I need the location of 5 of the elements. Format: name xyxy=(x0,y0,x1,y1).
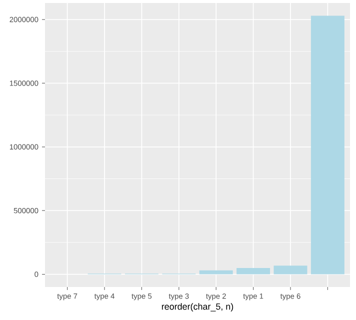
x-axis-title: reorder(char_5, n) xyxy=(162,303,234,312)
bar xyxy=(310,16,344,274)
bar xyxy=(236,268,270,274)
bar xyxy=(199,270,233,274)
bar xyxy=(274,266,308,274)
